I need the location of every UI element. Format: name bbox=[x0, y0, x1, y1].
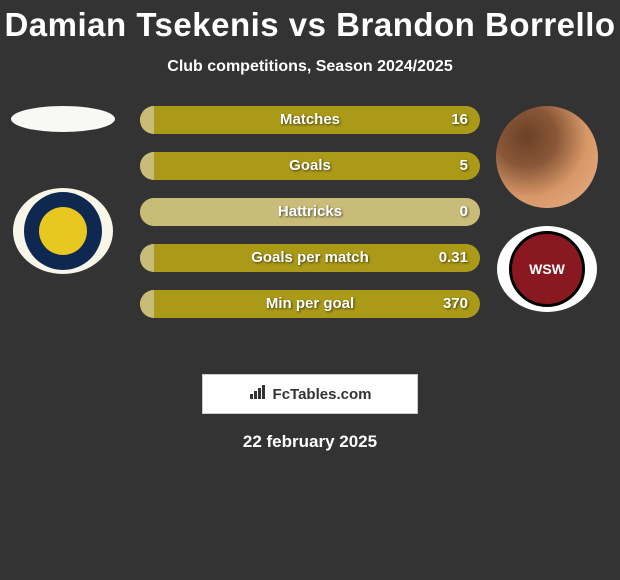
stat-value: 5 bbox=[460, 152, 468, 180]
wanderers-ring-icon: WSW bbox=[509, 231, 585, 307]
stat-row: Hattricks0 bbox=[140, 198, 480, 226]
right-player-photo bbox=[496, 106, 598, 208]
stat-label: Hattricks bbox=[140, 198, 480, 226]
stat-value: 0 bbox=[460, 198, 468, 226]
page-title: Damian Tsekenis vs Brandon Borrello bbox=[0, 0, 620, 44]
stat-row: Matches16 bbox=[140, 106, 480, 134]
stat-row: Goals5 bbox=[140, 152, 480, 180]
stat-value: 16 bbox=[451, 106, 468, 134]
stat-row: Goals per match0.31 bbox=[140, 244, 480, 272]
brand-text: FcTables.com bbox=[273, 386, 372, 403]
date-label: 22 february 2025 bbox=[0, 432, 620, 452]
stat-value: 370 bbox=[443, 290, 468, 318]
wanderers-text-icon: WSW bbox=[529, 261, 565, 277]
stats-bars: Matches16 Goals5 Hattricks0 Goals per match… bbox=[140, 106, 480, 336]
brand-box: FcTables.com bbox=[202, 374, 418, 414]
stat-label: Matches bbox=[140, 106, 480, 134]
chart-icon bbox=[249, 384, 269, 405]
mariners-core-icon bbox=[39, 207, 87, 255]
stat-value: 0.31 bbox=[439, 244, 468, 272]
stat-label: Min per goal bbox=[140, 290, 480, 318]
stat-label: Goals bbox=[140, 152, 480, 180]
left-player-column bbox=[8, 106, 118, 274]
right-player-column: WSW bbox=[492, 106, 602, 312]
stat-label: Goals per match bbox=[140, 244, 480, 272]
left-club-logo bbox=[13, 188, 113, 274]
subtitle: Club competitions, Season 2024/2025 bbox=[0, 58, 620, 76]
left-player-silhouette bbox=[11, 106, 115, 132]
mariners-ring-icon bbox=[24, 192, 102, 270]
right-club-logo: WSW bbox=[497, 226, 597, 312]
comparison-content: WSW Matches16 Goals5 Hattricks0 Goals per m… bbox=[0, 106, 620, 366]
stat-row: Min per goal370 bbox=[140, 290, 480, 318]
